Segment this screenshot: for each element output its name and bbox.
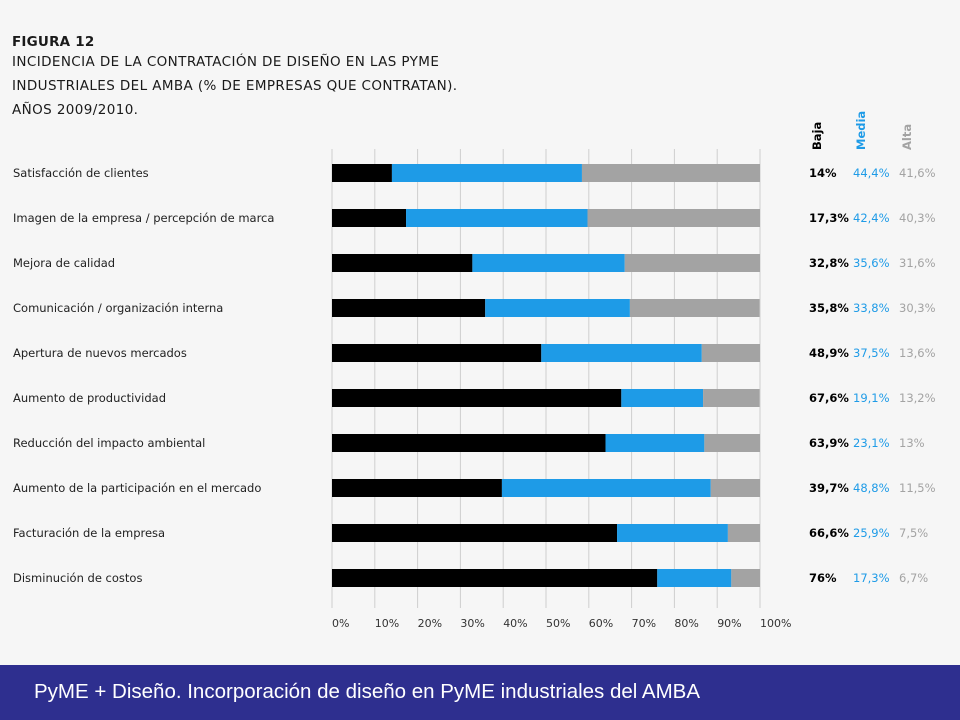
value-label-baja: 17,3% <box>809 211 849 225</box>
value-label-baja: 66,6% <box>809 526 849 540</box>
x-tick-label: 50% <box>546 617 570 630</box>
bar-segment-alta <box>587 209 760 227</box>
category-label: Imagen de la empresa / percepción de mar… <box>13 211 274 225</box>
bar-segment-alta <box>624 254 760 272</box>
bar-segment-alta <box>704 434 760 452</box>
bar-segment-media <box>485 299 630 317</box>
bar-segment-alta <box>731 569 760 587</box>
value-label-media: 33,8% <box>853 301 890 315</box>
figure-canvas: FIGURA 12 INCIDENCIA DE LA CONTRATACIÓN … <box>12 34 936 630</box>
legend-header-alta: Alta <box>900 124 914 150</box>
stacked-bar-chart: 0% 10% 20% 30% 40% 50% 60% 70% 80% 90% 100% Satisfa… <box>13 111 936 630</box>
bar-segment-media <box>621 389 704 407</box>
bar-segment-media <box>501 479 711 497</box>
bar-segment-alta <box>703 389 760 407</box>
bar-segment-alta <box>581 164 760 182</box>
category-label: Aumento de productividad <box>13 391 166 405</box>
value-label-media: 35,6% <box>853 256 890 270</box>
legend-header-baja: Baja <box>810 122 824 150</box>
bar-segment-baja <box>332 389 622 407</box>
bar-segment-media <box>617 524 728 542</box>
value-label-baja: 48,9% <box>809 346 849 360</box>
value-label-media: 44,4% <box>853 166 890 180</box>
x-tick-label: 10% <box>375 617 399 630</box>
value-label-media: 25,9% <box>853 526 890 540</box>
bar-segment-media <box>541 344 702 362</box>
value-label-alta: 40,3% <box>899 211 936 225</box>
bar-segment-baja <box>332 524 618 542</box>
figure-title-line-3: AÑOS 2009/2010. <box>12 102 139 118</box>
value-label-alta: 31,6% <box>899 256 936 270</box>
value-label-alta: 7,5% <box>899 526 928 540</box>
value-label-baja: 67,6% <box>809 391 849 405</box>
value-label-alta: 13,6% <box>899 346 936 360</box>
figure-label: FIGURA 12 <box>12 34 95 50</box>
value-label-media: 17,3% <box>853 571 890 585</box>
bar-segment-baja <box>332 569 658 587</box>
bar-segment-baja <box>332 209 407 227</box>
category-label: Facturación de la empresa <box>13 526 165 540</box>
x-tick-label: 30% <box>460 617 484 630</box>
value-label-baja: 63,9% <box>809 436 849 450</box>
bar-segment-baja <box>332 164 392 182</box>
category-label: Reducción del impacto ambiental <box>13 436 205 450</box>
x-tick-label: 100% <box>760 617 791 630</box>
value-label-baja: 39,7% <box>809 481 849 495</box>
value-label-baja: 32,8% <box>809 256 849 270</box>
x-tick-label: 90% <box>717 617 741 630</box>
figure-title-line-1: INCIDENCIA DE LA CONTRATACIÓN DE DISEÑO … <box>12 54 440 70</box>
legend-header-media: Media <box>854 111 868 150</box>
category-label: Satisfacción de clientes <box>13 166 149 180</box>
footer-text: PyME + Diseño. Incorporación de diseño e… <box>34 680 701 703</box>
bar-segment-baja <box>332 479 502 497</box>
bar-segment-baja <box>332 299 486 317</box>
x-tick-label: 70% <box>632 617 656 630</box>
bar-segment-alta <box>629 299 760 317</box>
value-label-media: 42,4% <box>853 211 890 225</box>
value-label-baja: 76% <box>809 571 837 585</box>
value-label-media: 48,8% <box>853 481 890 495</box>
bar-segment-baja <box>332 344 542 362</box>
x-tick-label: 20% <box>418 617 442 630</box>
category-label: Aumento de la participación en el mercad… <box>13 481 261 495</box>
value-label-baja: 14% <box>809 166 837 180</box>
bar-segment-baja <box>332 434 606 452</box>
value-label-alta: 13% <box>899 436 925 450</box>
x-tick-label: 0% <box>332 617 349 630</box>
bar-segment-baja <box>332 254 473 272</box>
x-tick-label: 60% <box>589 617 613 630</box>
value-label-baja: 35,8% <box>809 301 849 315</box>
category-label: Apertura de nuevos mercados <box>13 346 187 360</box>
bar-segment-alta <box>727 524 760 542</box>
x-tick-label: 40% <box>503 617 527 630</box>
bar-segment-media <box>605 434 705 452</box>
category-label: Disminución de costos <box>13 571 142 585</box>
value-label-media: 23,1% <box>853 436 890 450</box>
figure-title-line-2: INDUSTRIALES DEL AMBA (% DE EMPRESAS QUE… <box>12 78 458 94</box>
bar-segment-alta <box>701 344 760 362</box>
value-label-alta: 41,6% <box>899 166 936 180</box>
bar-segment-media <box>391 164 582 182</box>
value-label-media: 37,5% <box>853 346 890 360</box>
value-label-alta: 13,2% <box>899 391 936 405</box>
value-label-alta: 11,5% <box>899 481 936 495</box>
footer-bar: PyME + Diseño. Incorporación de diseño e… <box>0 665 960 720</box>
category-label: Comunicación / organización interna <box>13 301 223 315</box>
x-tick-label: 80% <box>674 617 698 630</box>
value-label-alta: 6,7% <box>899 571 928 585</box>
value-label-media: 19,1% <box>853 391 890 405</box>
bar-segment-media <box>472 254 625 272</box>
bar-segment-media <box>406 209 588 227</box>
bar-segment-media <box>657 569 732 587</box>
category-label: Mejora de calidad <box>13 256 115 270</box>
bar-segment-alta <box>710 479 760 497</box>
value-label-alta: 30,3% <box>899 301 936 315</box>
